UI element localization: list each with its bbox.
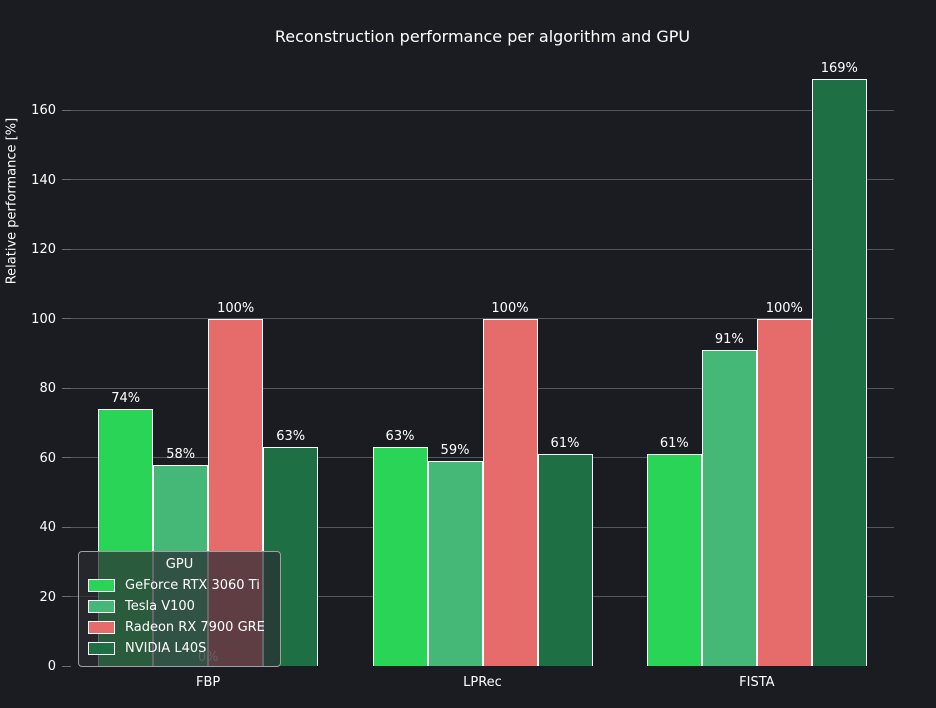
y-tick-label: 20 xyxy=(39,589,56,605)
bar xyxy=(646,454,702,666)
bar-group: 61% 91% 100% 169% xyxy=(646,61,867,666)
legend-item: GeForce RTX 3060 Ti xyxy=(88,575,271,596)
bar xyxy=(811,78,867,666)
legend-swatch xyxy=(88,621,115,634)
legend-swatch xyxy=(88,579,115,592)
y-tick-mark xyxy=(62,665,71,667)
bar-group: 63% 59% 100% 61% xyxy=(372,301,593,666)
legend-item: Radeon RX 7900 GRE xyxy=(88,617,271,638)
y-tick-mark xyxy=(62,179,71,181)
y-tick-label: 40 xyxy=(39,520,56,536)
legend: GPU GeForce RTX 3060 Ti Tesla V100 Radeon … xyxy=(78,551,281,667)
y-tick-label: 120 xyxy=(31,242,56,258)
bar-value-label: 100% xyxy=(765,300,803,316)
bar-wrap: 59% xyxy=(427,443,483,666)
y-tick-label: 160 xyxy=(31,103,56,119)
y-tick-mark xyxy=(62,248,71,250)
legend-item-label: NVIDIA L40S xyxy=(125,641,207,656)
bar-value-label: 100% xyxy=(491,300,529,316)
y-tick-label: 0 xyxy=(47,659,56,674)
bar-value-label: 59% xyxy=(440,443,470,458)
bar xyxy=(756,318,812,666)
y-tick-mark xyxy=(62,596,71,598)
bar xyxy=(482,318,538,666)
legend-item-label: GeForce RTX 3060 Ti xyxy=(125,578,260,593)
bar-value-label: 61% xyxy=(550,436,580,451)
bar-value-label: 100% xyxy=(217,300,255,316)
bar-wrap: 100% xyxy=(482,301,538,666)
gridline xyxy=(71,248,894,250)
bar-value-label: 63% xyxy=(385,429,415,445)
y-tick-label: 60 xyxy=(39,450,56,466)
y-tick-mark xyxy=(62,109,71,111)
gridline xyxy=(71,109,894,111)
y-tick-mark xyxy=(62,387,71,389)
chart-title: Reconstruction performance per algorithm… xyxy=(274,27,691,46)
bar-wrap: 63% xyxy=(372,429,428,666)
y-tick-label: 100 xyxy=(31,311,56,327)
bar xyxy=(537,454,593,666)
y-tick-label: 80 xyxy=(39,381,56,397)
bar-wrap: 61% xyxy=(646,436,702,666)
legend-item: Tesla V100 xyxy=(88,596,271,617)
bar-wrap: 91% xyxy=(701,332,757,666)
x-tick-label: FISTA xyxy=(739,675,775,690)
x-tick-label: FBP xyxy=(196,675,221,690)
legend-swatch xyxy=(88,642,115,655)
bar xyxy=(372,447,428,666)
plot-area: 0 20 40 60 80 100 120 140 160 74% 58% 100% 63% FBP 63%… xyxy=(31,52,894,690)
bar-value-label: 58% xyxy=(166,446,196,462)
legend-item-label: Radeon RX 7900 GRE xyxy=(125,620,265,635)
bar-wrap: 61% xyxy=(537,436,593,666)
legend-items: GeForce RTX 3060 Ti Tesla V100 Radeon RX 7… xyxy=(88,575,271,659)
y-axis-label: Relative performance [%] xyxy=(4,117,20,285)
bar-value-label: 74% xyxy=(111,390,141,406)
bar-value-label: 61% xyxy=(659,436,689,451)
legend-item: NVIDIA L40S xyxy=(88,638,271,659)
bar-value-label: 169% xyxy=(820,60,858,76)
y-tick-mark xyxy=(62,457,71,459)
bar-value-label: 91% xyxy=(714,331,744,347)
y-tick-mark xyxy=(62,318,71,320)
gridline xyxy=(71,179,894,181)
bar-value-label: 63% xyxy=(276,429,306,445)
bar xyxy=(701,349,757,666)
bar xyxy=(427,461,483,666)
legend-swatch xyxy=(88,600,115,613)
y-tick-label: 140 xyxy=(31,172,56,188)
legend-item-label: Tesla V100 xyxy=(125,599,195,614)
bar-wrap: 100% xyxy=(756,301,812,666)
legend-title: GPU xyxy=(165,557,194,572)
x-tick-label: LPRec xyxy=(463,675,502,690)
bar-wrap: 169% xyxy=(811,61,867,666)
y-tick-mark xyxy=(62,526,71,528)
